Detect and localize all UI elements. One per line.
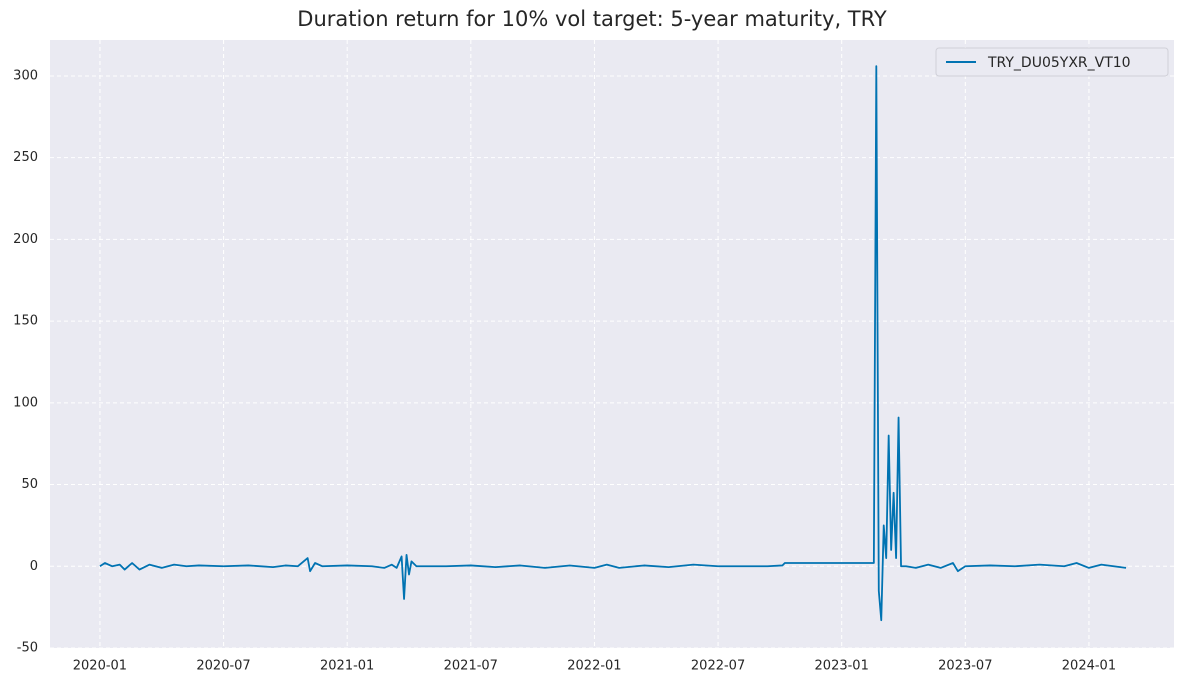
y-tick-label: 0	[30, 559, 38, 574]
x-tick-label: 2021-01	[320, 659, 374, 674]
y-tick-label: 50	[21, 477, 38, 492]
y-tick-label: 150	[13, 314, 38, 329]
x-tick-label: 2020-07	[196, 659, 250, 674]
plot-area	[50, 40, 1174, 648]
legend-box	[935, 47, 1169, 77]
y-tick-label: 100	[13, 395, 38, 410]
chart-title: Duration return for 10% vol target: 5-ye…	[297, 7, 887, 31]
y-tick-label: -50	[17, 641, 38, 656]
x-tick-label: 2020-01	[73, 659, 127, 674]
y-tick-label: 200	[13, 232, 38, 247]
y-tick-label: 300	[13, 68, 38, 83]
y-tick-label: 250	[13, 150, 38, 165]
x-tick-label: 2024-01	[1062, 659, 1116, 674]
legend-label: TRY_DU05YXR_VT10	[987, 55, 1131, 71]
x-tick-label: 2022-07	[691, 659, 745, 674]
x-tick-label: 2022-01	[567, 659, 621, 674]
x-tick-label: 2023-01	[815, 659, 869, 674]
x-tick-label: 2023-07	[938, 659, 992, 674]
line	[99, 65, 1127, 622]
x-tick-label: 2021-07	[444, 659, 498, 674]
